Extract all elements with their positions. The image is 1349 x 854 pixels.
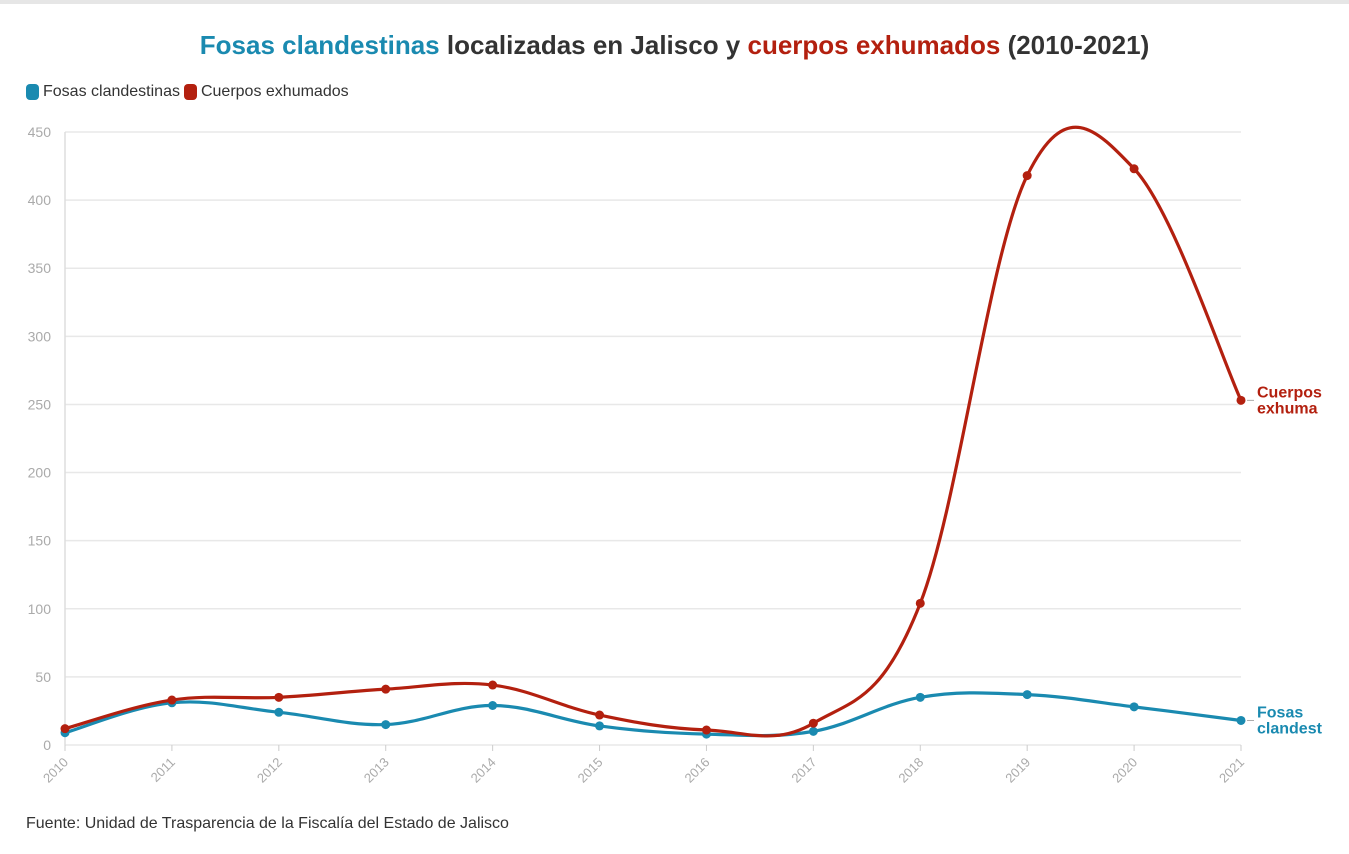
y-tick-label: 0: [43, 737, 51, 753]
data-point-cuerpos: [1022, 171, 1032, 181]
legend-swatch-fosas: [26, 84, 39, 100]
source-note: Fuente: Unidad de Trasparencia de la Fis…: [26, 815, 509, 832]
data-point-fosas: [915, 692, 925, 702]
data-point-cuerpos: [595, 710, 605, 720]
title-years: (2010-2021): [1000, 30, 1150, 60]
series-line-cuerpos: [64, 125, 1243, 738]
data-point-cuerpos: [274, 692, 284, 702]
x-tick-label: 2020: [1109, 755, 1140, 786]
data-point-cuerpos: [1129, 164, 1139, 174]
x-tick-label: 2018: [895, 755, 926, 786]
data-point-cuerpos: [808, 718, 818, 728]
data-point-cuerpos: [60, 724, 70, 734]
end-label-cuerpos: Cuerpos: [1257, 384, 1322, 401]
legend-label-cuerpos: Cuerpos exhumados: [200, 83, 349, 100]
x-tick-label: 2014: [468, 755, 499, 786]
legend-item-cuerpos[interactable]: Cuerpos exhumados: [183, 83, 349, 101]
y-tick-label: 200: [28, 465, 52, 481]
data-point-cuerpos: [167, 695, 177, 705]
top-rule: [0, 0, 1349, 4]
data-point-fosas: [808, 726, 818, 736]
y-tick-label: 400: [28, 192, 52, 208]
x-tick-label: 2013: [361, 755, 392, 786]
y-tick-label: 300: [28, 328, 52, 344]
chart-title: Fosas clandestinas localizadas en Jalisc…: [0, 30, 1349, 61]
data-point-fosas: [1129, 702, 1139, 712]
y-tick-label: 50: [35, 669, 51, 685]
y-tick-label: 150: [28, 533, 52, 549]
data-point-cuerpos: [488, 680, 498, 690]
y-tick-label: 450: [28, 124, 52, 140]
data-point-cuerpos: [915, 598, 925, 608]
y-tick-label: 250: [28, 396, 52, 412]
data-point-fosas: [595, 721, 605, 731]
title-middle: localizadas en Jalisco y: [439, 30, 748, 60]
data-point-fosas: [381, 720, 391, 730]
end-label-fosas: clandest: [1257, 720, 1323, 737]
legend-item-fosas[interactable]: Fosas clandestinas: [26, 83, 180, 101]
x-tick-label: 2021: [1216, 755, 1247, 786]
x-tick-label: 2010: [40, 755, 71, 786]
data-point-fosas: [488, 700, 498, 710]
x-tick-label: 2019: [1002, 755, 1033, 786]
y-tick-label: 100: [28, 601, 52, 617]
data-point-fosas: [274, 707, 284, 717]
legend: Fosas clandestinas Cuerpos exhumados: [26, 83, 353, 101]
legend-label-fosas: Fosas clandestinas: [43, 83, 180, 100]
data-point-fosas: [1236, 715, 1246, 725]
x-tick-label: 2012: [254, 755, 285, 786]
data-point-cuerpos: [1236, 395, 1246, 405]
title-fosas: Fosas clandestinas: [199, 30, 440, 60]
x-tick-label: 2016: [682, 755, 713, 786]
x-tick-label: 2015: [575, 755, 606, 786]
x-tick-label: 2017: [788, 755, 819, 786]
data-point-cuerpos: [701, 725, 711, 735]
x-tick-label: 2011: [148, 755, 178, 785]
end-label-cuerpos: exhuma: [1257, 400, 1318, 417]
y-tick-label: 350: [28, 260, 52, 276]
legend-swatch-cuerpos: [183, 84, 197, 100]
title-cuerpos: cuerpos exhumados: [747, 30, 1001, 60]
series-line-fosas: [64, 691, 1242, 738]
data-point-fosas: [1022, 690, 1032, 700]
end-label-fosas: Fosas: [1257, 704, 1303, 721]
data-point-cuerpos: [381, 684, 391, 694]
